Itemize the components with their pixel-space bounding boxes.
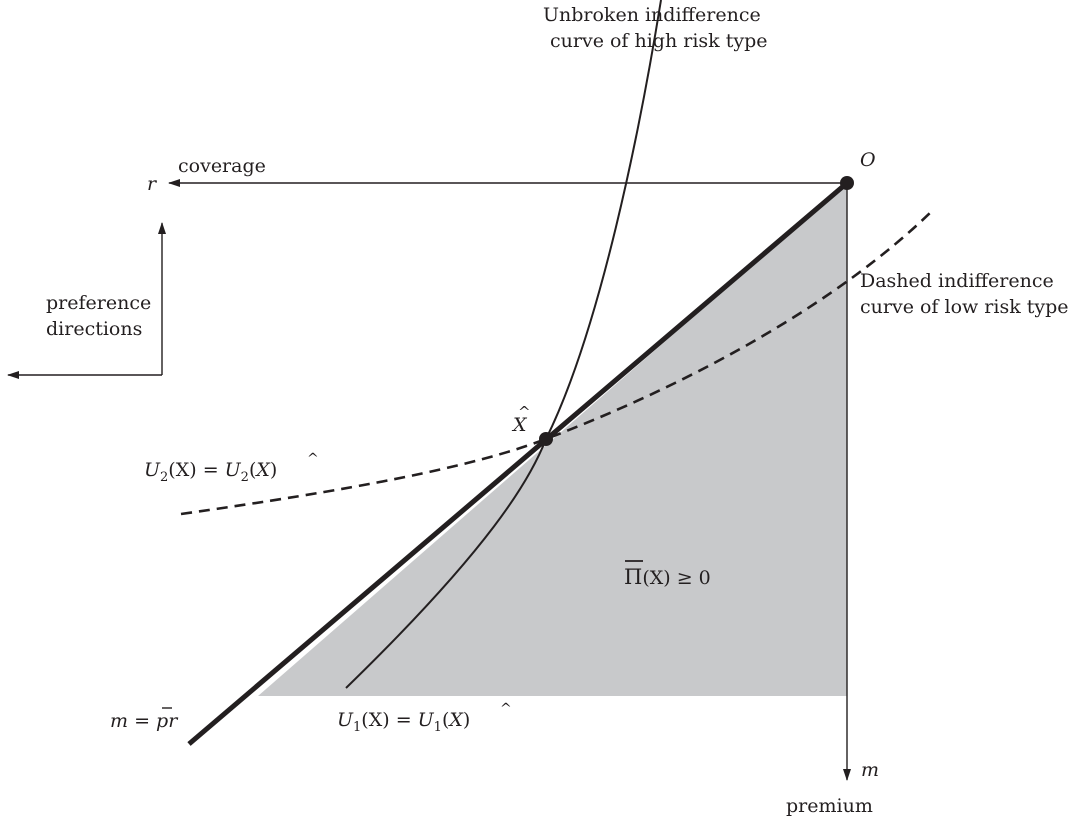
zero-profit-line-label: m = pr bbox=[110, 710, 179, 732]
preference-label-line2: directions bbox=[46, 318, 142, 340]
high-risk-caption-line1: Unbroken indifference bbox=[543, 4, 761, 26]
low-risk-caption-line1: Dashed indifference bbox=[860, 270, 1054, 292]
origin-point bbox=[840, 176, 854, 190]
origin-label: O bbox=[860, 149, 876, 171]
r-axis-label: r bbox=[147, 173, 158, 195]
preference-label-line1: preference bbox=[46, 292, 151, 314]
x-hat-accent: ^ bbox=[518, 403, 531, 421]
coverage-label: coverage bbox=[178, 155, 266, 177]
premium-label: premium bbox=[786, 795, 873, 817]
low-risk-caption-line2: curve of low risk type bbox=[860, 296, 1069, 318]
high-risk-caption-line2: curve of high risk type bbox=[550, 30, 767, 52]
u1-label: U1(X) = U1(X) bbox=[337, 709, 470, 735]
x-hat-label: X bbox=[511, 414, 528, 436]
u2-label: U2(X) = U2(X) bbox=[144, 459, 277, 485]
zero-profit-line bbox=[187, 181, 849, 746]
low-risk-indifference-curve bbox=[180, 211, 932, 516]
contract-point-x-hat bbox=[539, 432, 553, 446]
profit-region-label: Π(X) ≥ 0 bbox=[624, 565, 711, 589]
high-risk-indifference-curve bbox=[345, 0, 662, 689]
u1-label-hat: ^ bbox=[500, 701, 512, 717]
u2-label-hat: ^ bbox=[307, 451, 319, 467]
m-axis-label: m bbox=[861, 759, 879, 781]
